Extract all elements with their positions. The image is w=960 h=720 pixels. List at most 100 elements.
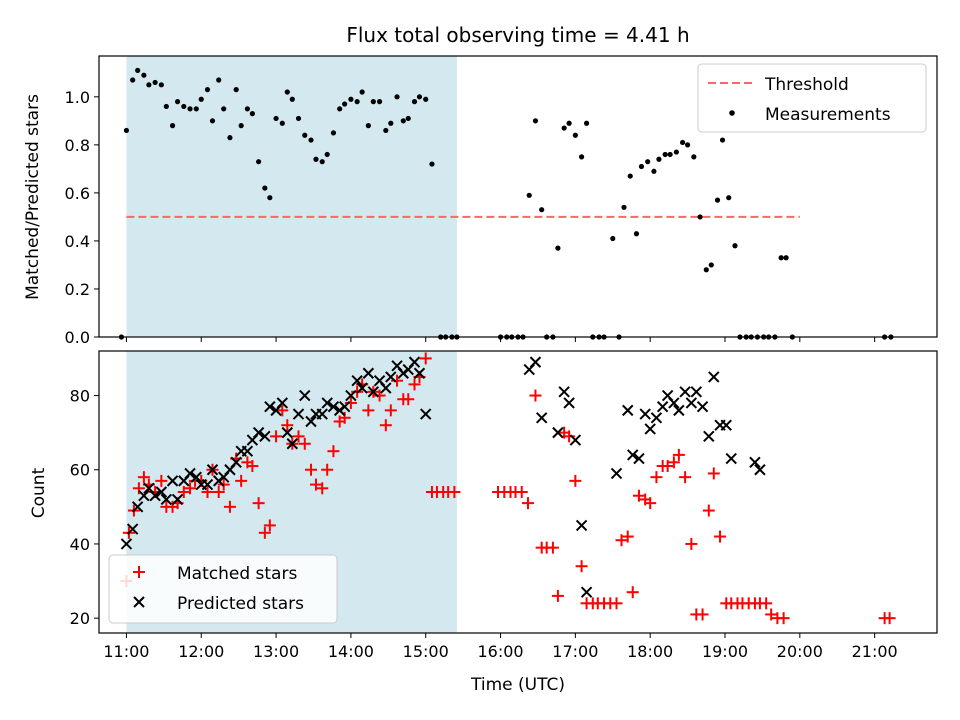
measurement-point [324,151,330,158]
measurement-point [289,96,295,102]
measurement-point [308,137,314,143]
predicted-stars-point [558,386,570,398]
legend-threshold-label: Threshold [764,75,849,95]
predicted-stars-point [575,519,588,532]
predicted-stars-point [639,408,651,420]
legend-matched-label: Matched stars [177,564,297,584]
measurement-point [633,231,640,237]
predicted-stars-point [644,423,656,435]
y-tick-label: 0.4 [65,232,90,251]
measurement-point [673,149,679,155]
measurement-point [539,207,545,213]
predicted-stars-point [696,400,709,413]
measurement-points [118,67,894,340]
matched-stars-point [515,486,528,498]
predicted-stars-point [345,389,357,402]
measurement-point [572,132,578,138]
y-tick-label: 0.6 [65,184,90,203]
measurement-point [174,99,181,105]
matched-stars-point [223,500,236,513]
measurement-point [651,168,657,174]
predicted-stars-point [685,397,698,409]
legend-predicted-label: Predicted stars [177,594,304,614]
measurement-point [130,77,136,83]
predicted-stars-point [563,397,575,409]
y-tick-label: 40 [70,535,90,554]
measurement-point [566,120,572,126]
predicted-stars-point [720,419,732,431]
matched-stars-point [707,467,720,480]
measurement-point [656,156,662,162]
measurement-point [313,156,319,162]
measurement-point [732,243,738,249]
matched-stars-point [760,597,773,610]
predicted-stars-point [316,408,328,420]
top-legend: Threshold Measurements [697,63,927,133]
predicted-stars-point [230,456,242,469]
measurement-point [370,99,376,105]
predicted-stars-point [264,400,276,413]
predicted-stars-point [420,408,432,420]
measurement-point [621,204,627,210]
matched-stars-point [362,404,375,417]
measurement-point [708,262,714,268]
x-tick-label: 15:00 [403,642,449,661]
measurement-point [302,132,308,138]
measurement-point [583,120,590,126]
count-xlabel: Time (UTC) [470,675,565,695]
predicted-stars-point [241,445,254,457]
measurement-point [181,103,187,110]
matched-stars-point [379,419,392,432]
matched-stars-point [529,389,542,402]
measurement-point [216,77,222,83]
predicted-stars-point [149,490,161,502]
count-axis-ticks: 20 40 60 80 11:00 12:00 13:00 14:00 15:00 16:00 17… [70,387,898,661]
measurement-point [204,87,211,93]
predicted-stars-point [160,493,173,506]
predicted-stars-point [569,434,582,446]
y-tick-label: 0.2 [65,280,90,299]
predicted-stars-point [754,464,766,476]
predicted-stars-point [367,386,380,398]
predicted-stars-point [413,367,426,379]
predicted-stars-point [650,412,663,424]
predicted-stars-point [281,426,294,439]
measurement-point [330,130,337,136]
predicted-stars-point [703,430,715,443]
matched-stars-point [408,378,421,391]
predicted-stars-point [327,400,340,413]
matched-stars-point [155,474,168,487]
predicted-stars-point [299,389,311,402]
predicted-stars-point [690,386,703,398]
measurement-point [337,106,343,112]
measurement-point [610,235,616,242]
matched-stars-point [391,374,404,387]
matched-stars-point [212,486,225,498]
matched-stars-point [298,437,311,450]
matched-stars-point [667,456,680,469]
measurement-point [416,94,423,100]
measurement-point [193,106,199,112]
measurement-point [680,139,686,146]
matched-stars-point [137,471,150,484]
predicted-stars-point [749,456,761,469]
matched-stars-point [201,486,214,498]
measurement-point [158,82,164,88]
matched-stars-point [132,482,145,495]
matched-stars-point [883,612,896,625]
y-tick-label: 80 [70,387,90,406]
measurement-point [233,87,239,93]
predicted-stars-point [184,467,196,480]
measurement-point [719,137,726,143]
matched-stars-point [615,534,628,547]
matched-stars-point [327,445,340,458]
x-tick-label: 14:00 [328,642,374,661]
predicted-stars-point [385,371,397,383]
legend-predicted-swatch [133,596,145,608]
x-tick-label: 12:00 [178,642,224,661]
matched-stars-point [304,463,317,476]
matched-stars-point [702,504,715,517]
matched-stars-point [177,486,190,498]
chart-title: Flux total observing time = 4.41 h [346,23,689,47]
measurement-point [152,79,158,86]
